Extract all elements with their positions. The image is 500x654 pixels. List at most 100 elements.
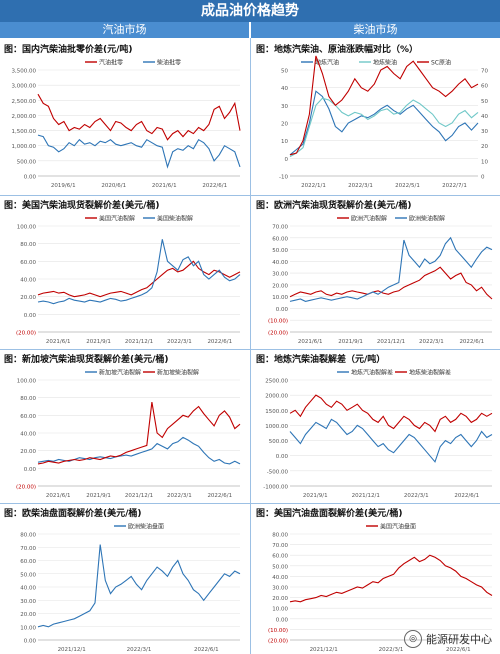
y-tick-label: 20.00: [272, 596, 288, 602]
y-tick-label: -10: [279, 175, 288, 181]
chart-title: 图：新加坡汽柴油现货裂解价差(美元/桶): [4, 355, 169, 365]
y-tick-label: 100.00: [17, 379, 37, 385]
legend-label: 美国汽油盘面: [380, 523, 416, 531]
x-tick-label: 2021/12/1: [125, 339, 153, 345]
y-tick-label: 70.00: [272, 225, 288, 231]
legend-label: 欧洲柴油盘面: [128, 523, 164, 531]
watermark: ◎ 能源研发中心: [404, 630, 492, 648]
x-tick-label: 2022/3/1: [419, 339, 444, 345]
y-tick-label: 30.00: [272, 586, 288, 592]
chart-panel-7: 图：美国汽油盘面裂解价差(美元/桶) (20.00) (10.00) 0.00 10.…: [254, 506, 498, 654]
y-tick-label: 0.00: [276, 307, 289, 313]
y-tick-label: 40: [281, 86, 288, 92]
legend-label: 美国柴油裂解: [157, 215, 193, 223]
series-line: [37, 260, 241, 298]
y-tick-label: 0.00: [276, 617, 289, 623]
y2-tick-label: 0: [481, 175, 485, 181]
y-tick-label: 50.00: [272, 248, 288, 254]
y-tick-label: 0.00: [24, 175, 37, 181]
y-tick-label: (20.00): [268, 639, 288, 645]
series-line: [289, 236, 493, 302]
y-tick-label: 30.00: [20, 599, 36, 605]
page-title: 成品油价格趋势: [0, 0, 500, 22]
x-tick-label: 2022/6/1: [207, 339, 232, 345]
y-tick-label: 1,000.00: [12, 144, 37, 150]
y-tick-label: 1500.00: [265, 409, 288, 415]
chart-title: 图：地炼汽柴油、原油涨跌幅对比（%）: [256, 45, 419, 55]
x-tick-label: 2021/12/1: [352, 493, 380, 499]
y-tick-label: 80.00: [20, 242, 36, 248]
y-tick-label: 20.00: [20, 295, 36, 301]
chart-title: 图：美国汽油盘面裂解价差(美元/桶): [256, 509, 403, 519]
legend-label: 美国汽油裂解: [99, 215, 135, 223]
y-tick-label: 40.00: [20, 432, 36, 438]
series-line: [289, 266, 493, 300]
legend-label: 地炼柴油裂解差: [409, 369, 451, 377]
series-line: [289, 418, 493, 463]
legend-label: 柴油批零: [157, 59, 181, 67]
chart-panel-5: 图：地炼汽柴油裂解差（元/吨） -1000.00 -500.00 0.00 500.0…: [254, 352, 498, 500]
chart-7: (20.00) (10.00) 0.00 10.00 20.00 30.00 40.00 50…: [268, 523, 493, 653]
row-divider-3: [0, 503, 500, 504]
y-tick-label: 30.00: [272, 272, 288, 278]
y2-tick-label: 30: [481, 129, 488, 135]
wechat-icon: ◎: [404, 630, 422, 648]
y-tick-label: 0.00: [24, 639, 37, 645]
series-line: [289, 90, 479, 156]
x-tick-label: 2022/1/1: [301, 183, 326, 189]
chart-3: (20.00) (10.00) 0.00 10.00 20.00 30.00 40.00 50…: [268, 215, 493, 345]
y-tick-label: 500.00: [269, 439, 289, 445]
x-tick-label: 2022/6/1: [446, 647, 471, 653]
y-tick-label: 10: [281, 139, 288, 145]
y-tick-label: 80.00: [272, 533, 288, 539]
chart-panel-6: 图：欧柴油盘面裂解价差(美元/桶) 0.00 10.00 20.00 30.00 40.…: [2, 506, 246, 654]
chart-2: (20.00) 0.00 20.00 40.00 60.00 80.00 100.00 202…: [16, 215, 241, 345]
y2-tick-label: 60: [481, 84, 488, 90]
x-tick-label: 2021/12/1: [58, 647, 86, 653]
y-tick-label: 2,500.00: [12, 99, 37, 105]
y-tick-label: 100.00: [17, 225, 37, 231]
y-tick-label: 3,500.00: [12, 69, 37, 75]
series-line: [37, 544, 241, 628]
y2-tick-label: 40: [481, 114, 488, 120]
y-tick-label: 0.00: [24, 467, 37, 473]
x-tick-label: 2022/5/1: [395, 183, 420, 189]
x-tick-label: 2021/12/1: [125, 493, 153, 499]
y-tick-label: 70.00: [272, 543, 288, 549]
y-tick-label: -500.00: [267, 469, 289, 475]
row-divider-2: [0, 349, 500, 350]
x-tick-label: 2022/3/1: [167, 493, 192, 499]
y-tick-label: 20.00: [20, 612, 36, 618]
series-line: [289, 97, 479, 158]
y-tick-label: 60.00: [272, 236, 288, 242]
y-tick-label: 50: [281, 69, 288, 75]
y2-tick-label: 50: [481, 99, 488, 105]
y2-tick-label: 10: [481, 159, 488, 165]
y-tick-label: 1000.00: [265, 424, 288, 430]
series-line: [37, 402, 241, 465]
y-tick-label: 2,000.00: [12, 114, 37, 120]
legend-label: 地炼汽油: [315, 59, 339, 67]
y-tick-label: 80.00: [20, 533, 36, 539]
y-tick-label: 10.00: [20, 625, 36, 631]
y-tick-label: 70.00: [20, 546, 36, 552]
legend-label: 新加坡柴油裂解: [157, 369, 199, 377]
legend-label: 地炼汽油裂解差: [351, 369, 393, 377]
y-tick-label: 40.00: [20, 586, 36, 592]
x-tick-label: 2022/3/1: [127, 647, 152, 653]
y-tick-label: 10.00: [272, 295, 288, 301]
x-tick-label: 2021/9/1: [86, 493, 111, 499]
y-tick-label: 20: [281, 122, 288, 128]
row-divider-1: [0, 195, 500, 196]
y-tick-label: (10.00): [268, 628, 288, 634]
y-tick-label: 60.00: [20, 559, 36, 565]
y-tick-label: 500.00: [17, 159, 37, 165]
x-tick-label: 2021/12/1: [377, 339, 405, 345]
y-tick-label: 3,000.00: [12, 84, 37, 90]
y-tick-label: 50.00: [20, 572, 36, 578]
y-tick-label: 1,500.00: [12, 129, 37, 135]
y-tick-label: 2500.00: [265, 379, 288, 385]
x-tick-label: 2021/9/1: [86, 339, 111, 345]
watermark-text: 能源研发中心: [426, 633, 492, 646]
x-tick-label: 2022/6/1: [459, 339, 484, 345]
